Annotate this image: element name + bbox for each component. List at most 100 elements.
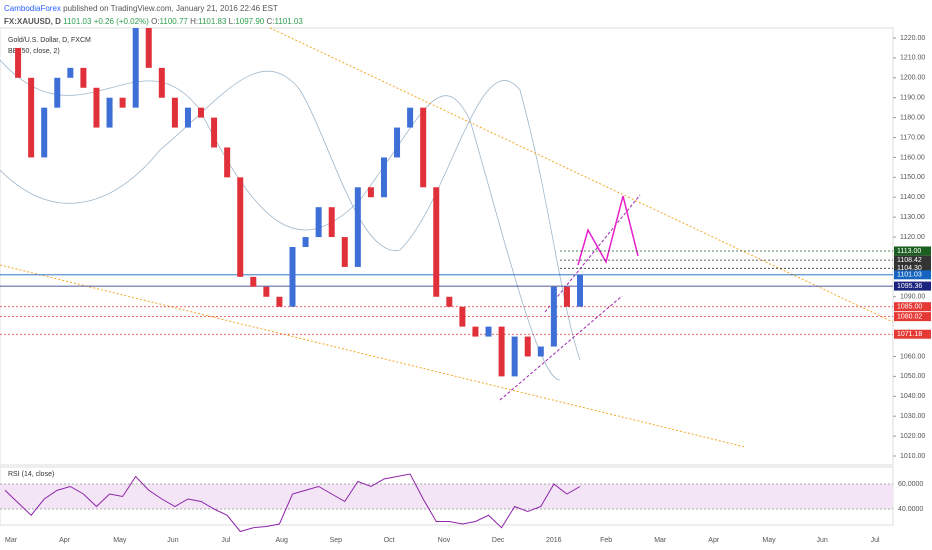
candle: [485, 326, 492, 337]
quote-line: FX:XAUUSD, D 1101.03 +0.26 (+0.02%) O:11…: [4, 15, 303, 28]
x-tick-label: May: [113, 537, 127, 544]
candle: [106, 97, 113, 128]
candle: [250, 276, 257, 287]
x-tick-label: Jun: [167, 537, 178, 544]
y-tick-label: 1140.00: [900, 194, 925, 201]
candle: [380, 157, 387, 198]
candle: [263, 286, 270, 297]
candle: [158, 67, 165, 98]
symbol: FX:XAUUSD, D: [4, 17, 61, 26]
y-tick-label: 1150.00: [900, 174, 925, 181]
publish-line: CambodiaForex published on TradingView.c…: [4, 2, 303, 15]
legend-title: Gold/U.S. Dollar, D, FXCM: [8, 37, 91, 44]
legend-rsi: RSI (14, close): [8, 471, 54, 478]
candle: [550, 286, 557, 347]
candle: [433, 187, 440, 297]
x-tick-label: Dec: [492, 537, 505, 544]
candle: [93, 87, 100, 128]
candle: [302, 237, 309, 247]
y-tick-label: 1160.00: [900, 154, 925, 161]
candle: [394, 127, 401, 158]
rising-channel-lower: [499, 295, 623, 401]
candle: [15, 47, 22, 78]
y-tick-label: 1090.00: [900, 294, 925, 301]
candle: [237, 177, 244, 277]
y-tick-label: 1030.00: [900, 413, 925, 420]
open: 1100.77: [159, 17, 188, 26]
candle: [328, 207, 335, 238]
candle: [563, 286, 570, 307]
candle: [537, 346, 544, 357]
y-tick-label: 1200.00: [900, 75, 925, 82]
y-tick-label: 1220.00: [900, 35, 925, 42]
x-tick-label: Apr: [708, 537, 720, 544]
candle: [67, 67, 74, 78]
candle: [80, 67, 87, 88]
rsi-tick-label: 40.0000: [898, 506, 923, 513]
last: 1101.03: [63, 17, 92, 26]
x-tick-label: Jul: [221, 537, 230, 544]
candle: [132, 28, 139, 108]
x-tick-label: Aug: [276, 537, 289, 544]
candle: [276, 296, 283, 307]
projection-arrow: [577, 195, 639, 266]
y-tick-label: 1210.00: [900, 55, 925, 62]
x-tick-label: Jul: [871, 537, 880, 544]
x-tick-label: Sep: [330, 537, 343, 544]
candle: [511, 336, 518, 377]
level-label: 1085.00: [897, 304, 922, 311]
x-tick-label: Oct: [384, 537, 395, 544]
x-tick-label: Nov: [438, 537, 451, 544]
candle: [420, 107, 427, 188]
candle: [341, 237, 348, 267]
candle: [28, 77, 35, 158]
low: 1097.90: [235, 17, 265, 26]
close: 1101.03: [274, 17, 303, 26]
rising-channel-upper: [544, 194, 641, 313]
level-label: 1101.03: [897, 272, 922, 279]
candle: [224, 147, 231, 178]
header: CambodiaForex published on TradingView.c…: [4, 2, 303, 28]
y-tick-label: 1190.00: [900, 95, 925, 102]
candle: [41, 107, 48, 158]
y-tick-label: 1170.00: [900, 134, 925, 141]
author[interactable]: CambodiaForex: [4, 4, 61, 13]
candle: [119, 97, 126, 108]
channel-upper: [269, 27, 894, 323]
x-tick-label: Mar: [654, 537, 667, 544]
candle: [472, 326, 479, 337]
level-badge: [894, 312, 931, 322]
rsi-band: [0, 484, 893, 509]
level-label: 1108.42: [897, 257, 922, 264]
candle: [367, 187, 374, 198]
y-tick-label: 1050.00: [900, 373, 925, 380]
y-tick-label: 1020.00: [900, 433, 925, 440]
candle: [315, 207, 322, 238]
level-badge: [894, 270, 931, 280]
y-tick-label: 1130.00: [900, 214, 925, 221]
level-badge: [894, 281, 931, 291]
candle: [498, 326, 505, 377]
level-label: 1104.30: [897, 265, 922, 272]
candle: [145, 28, 152, 68]
level-badge: [894, 246, 931, 256]
high: 1101.83: [198, 17, 227, 26]
x-tick-label: May: [762, 537, 776, 544]
candle: [54, 77, 61, 108]
level-label: 1095.36: [897, 283, 922, 290]
main-pane: [0, 27, 894, 466]
x-tick-label: Feb: [600, 537, 612, 544]
rsi-tick-label: 60.0000: [898, 481, 923, 488]
candle: [524, 336, 531, 357]
rsi-line: [4, 473, 581, 533]
published: published on TradingView.com, January 21…: [63, 4, 278, 13]
x-tick-label: Jun: [817, 537, 828, 544]
candle: [289, 247, 296, 307]
level-badge: [894, 329, 931, 339]
y-tick-label: 1010.00: [900, 453, 925, 460]
o-label: O:: [151, 17, 160, 26]
level-badge: [894, 263, 931, 273]
y-tick-label: 1180.00: [900, 114, 925, 121]
